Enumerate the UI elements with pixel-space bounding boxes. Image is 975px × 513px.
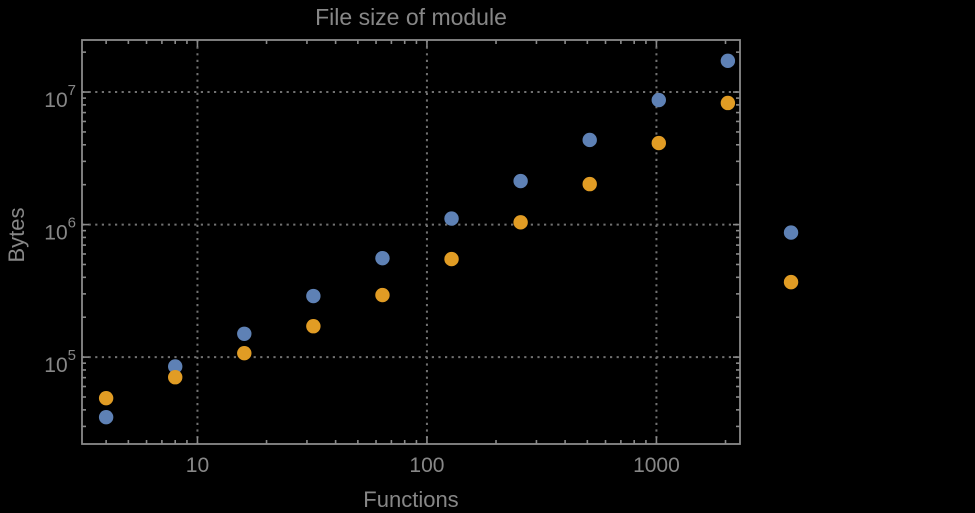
x-tick-label: 100 <box>409 454 444 477</box>
x-tick-label: 10 <box>186 454 209 477</box>
data-point-orange <box>98 390 114 406</box>
y-tick-label: 107 <box>44 82 76 112</box>
data-point-blue <box>306 288 321 304</box>
data-point-blue <box>375 250 390 266</box>
data-point-blue <box>651 92 666 108</box>
data-point-orange <box>651 135 666 151</box>
x-tick-label: 1000 <box>633 454 680 477</box>
data-point-blue <box>168 359 183 374</box>
data-point-blue <box>582 132 597 148</box>
data-point-blue <box>720 53 736 69</box>
data-point-blue <box>98 410 114 425</box>
data-point-orange <box>444 251 459 267</box>
y-tick-label: 106 <box>44 215 76 245</box>
data-point-orange <box>237 346 252 361</box>
data-point-orange <box>582 176 597 192</box>
data-point-blue <box>513 173 528 189</box>
data-point-orange <box>168 370 183 385</box>
data-point-orange <box>783 274 799 290</box>
data-point-orange <box>306 319 321 334</box>
data-point-blue <box>444 211 459 226</box>
x-axis-label: Functions <box>363 487 459 512</box>
plot-title: File size of module <box>315 4 507 30</box>
data-point-blue <box>783 225 799 240</box>
data-point-orange <box>720 95 736 111</box>
data-point-blue <box>237 326 252 341</box>
data-point-orange <box>513 215 528 230</box>
y-tick-label: 105 <box>44 347 76 377</box>
plot-frame <box>81 39 741 445</box>
data-point-orange <box>375 287 390 303</box>
